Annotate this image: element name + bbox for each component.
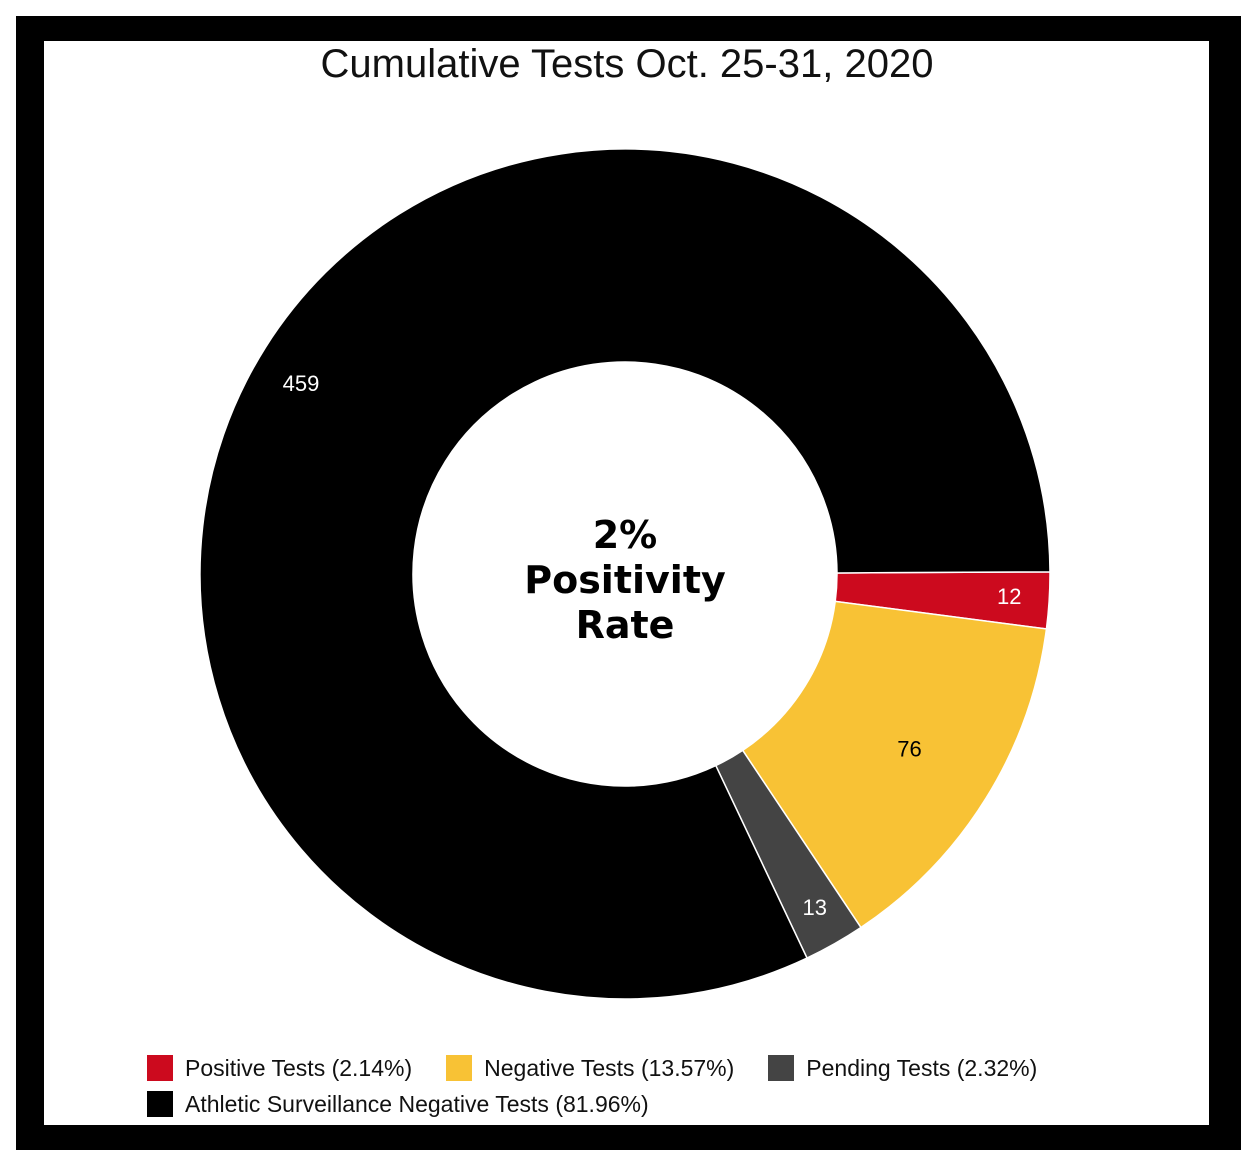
positivity-rate-value: 2%: [592, 513, 658, 557]
legend-label: Positive Tests (2.14%): [185, 1054, 413, 1081]
legend-swatch: [147, 1091, 173, 1117]
positivity-rate-text-2: Rate: [575, 603, 675, 647]
slice-label-2: 13: [803, 895, 827, 920]
slice-1: [741, 600, 1048, 929]
legend-label: Pending Tests (2.32%): [806, 1054, 1038, 1081]
slice-label-1: 76: [897, 737, 921, 762]
legend-swatch: [446, 1055, 473, 1081]
legend-item-3: Athletic Surveillance Negative Tests (81…: [147, 1091, 649, 1118]
legend-row: Athletic Surveillance Negative Tests (81…: [147, 1086, 1147, 1122]
legend-label: Athletic Surveillance Negative Tests (81…: [185, 1090, 649, 1117]
legend-row: Positive Tests (2.14%) Negative Tests (13…: [147, 1050, 1147, 1086]
slice-3: [199, 148, 1051, 1000]
chart-legend: Positive Tests (2.14%) Negative Tests (13…: [147, 1050, 1147, 1122]
positivity-rate-text-1: Positivity: [524, 558, 726, 602]
legend-swatch: [147, 1055, 173, 1081]
chart-title: Cumulative Tests Oct. 25-31, 2020: [320, 42, 934, 86]
legend-item-0: Positive Tests (2.14%): [147, 1055, 412, 1082]
legend-item-2: Pending Tests (2.32%): [768, 1055, 1037, 1082]
legend-label: Negative Tests (13.57%): [484, 1054, 735, 1081]
legend-item-1: Negative Tests (13.57%): [446, 1055, 734, 1082]
slice-label-0: 12: [997, 584, 1021, 609]
positivity-rate-label: 2% Positivity Rate: [455, 513, 795, 648]
slice-label-3: 459: [283, 371, 320, 396]
legend-swatch: [768, 1055, 795, 1081]
